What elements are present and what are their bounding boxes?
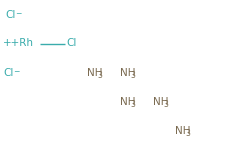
- Text: Cl: Cl: [5, 10, 15, 20]
- Text: 3: 3: [185, 129, 190, 138]
- Text: Cl: Cl: [66, 38, 76, 48]
- Text: NH: NH: [175, 126, 191, 136]
- Text: 3: 3: [130, 100, 135, 109]
- Text: ++Rh: ++Rh: [3, 38, 34, 48]
- Text: −: −: [13, 67, 19, 76]
- Text: 3: 3: [97, 71, 102, 80]
- Text: NH: NH: [120, 97, 136, 107]
- Text: −: −: [15, 9, 21, 18]
- Text: 3: 3: [163, 100, 168, 109]
- Text: NH: NH: [120, 68, 136, 78]
- Text: NH: NH: [87, 68, 103, 78]
- Text: Cl: Cl: [3, 68, 13, 78]
- Text: NH: NH: [153, 97, 168, 107]
- Text: 3: 3: [130, 71, 135, 80]
